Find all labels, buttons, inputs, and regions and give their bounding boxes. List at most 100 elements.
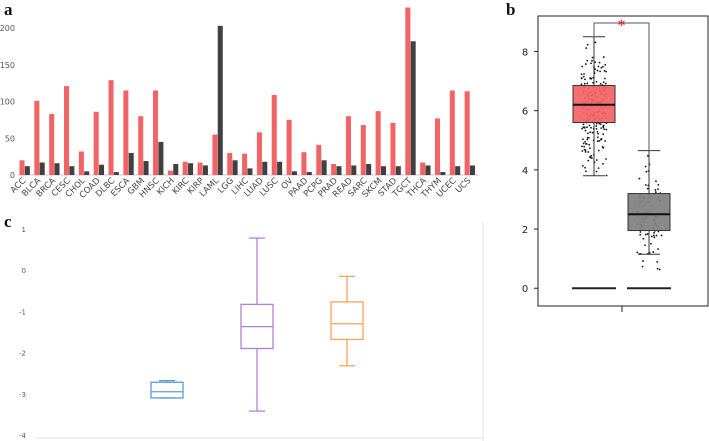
data-point — [598, 140, 601, 142]
data-point — [604, 82, 607, 85]
bar-tumor — [405, 7, 411, 176]
bar-tumor — [242, 153, 248, 175]
bar-normal — [128, 152, 134, 175]
data-point — [581, 150, 584, 152]
data-point — [581, 65, 584, 68]
data-point — [644, 165, 647, 168]
bar-tumor — [301, 152, 307, 175]
data-point — [580, 73, 583, 76]
data-point — [653, 236, 656, 239]
data-point — [583, 73, 585, 75]
bar-normal — [99, 164, 105, 175]
data-point — [584, 78, 586, 81]
data-point — [657, 183, 660, 186]
data-point — [586, 132, 589, 135]
box-plot-panel-b: 0 2 4 6 8 * — [522, 15, 709, 312]
data-point — [584, 151, 587, 153]
data-point — [602, 162, 604, 165]
data-point — [599, 82, 602, 85]
bar-normal — [351, 165, 357, 175]
data-point — [605, 128, 608, 131]
data-point — [589, 131, 592, 133]
data-point — [650, 235, 653, 238]
data-point — [582, 75, 585, 78]
data-point — [595, 122, 598, 125]
box-normal — [627, 193, 671, 232]
category-labels: ACCBLCABRCACESCCHOLCOADDLBCESCAGBMHNSCKI… — [9, 175, 474, 200]
bar-normal — [262, 161, 268, 175]
box — [330, 301, 364, 341]
y-tick-label: -2 — [19, 350, 26, 358]
data-point — [590, 154, 593, 157]
data-point — [580, 83, 583, 86]
data-point — [603, 128, 606, 131]
data-point — [639, 231, 642, 233]
data-point — [584, 140, 587, 143]
data-point — [583, 145, 586, 148]
data-point — [589, 156, 591, 158]
bar-normal — [113, 172, 119, 175]
data-point — [582, 138, 584, 141]
data-point — [599, 70, 602, 73]
data-point — [652, 234, 655, 237]
bar-normal — [277, 161, 283, 175]
bar-normal — [217, 25, 223, 176]
bar-tumor — [197, 162, 203, 175]
bar-tumor — [123, 90, 129, 175]
data-point — [587, 151, 590, 153]
data-point — [602, 146, 605, 149]
data-point — [646, 187, 649, 190]
data-point — [639, 233, 642, 236]
data-point — [644, 233, 647, 236]
y-tick-label: 2 — [522, 225, 528, 236]
data-point — [652, 251, 655, 253]
bar-normal — [440, 172, 446, 175]
data-point — [596, 69, 599, 72]
data-point — [584, 166, 587, 169]
data-point — [582, 142, 585, 145]
data-point — [602, 81, 605, 84]
data-point — [595, 159, 598, 161]
y-axis-ticks: 0 50 100 150 200 — [0, 24, 15, 180]
data-point — [638, 177, 641, 180]
data-point — [636, 251, 639, 254]
data-point — [605, 70, 607, 73]
bar-tumor — [108, 80, 114, 175]
data-point — [589, 147, 591, 150]
bar-tumor — [78, 151, 84, 175]
y-tick-label: 4 — [522, 166, 528, 177]
bar-tumor — [138, 116, 144, 175]
data-point — [597, 167, 600, 170]
data-point — [605, 174, 608, 177]
data-point — [583, 126, 586, 129]
data-point — [596, 130, 599, 133]
bar-normal — [188, 163, 194, 175]
bar-tumor — [64, 86, 70, 175]
bar-tumor — [182, 161, 188, 175]
data-point — [596, 140, 599, 143]
bar-normal — [39, 162, 45, 175]
data-point — [589, 77, 592, 79]
data-point — [594, 61, 596, 64]
significance-star: * — [618, 18, 626, 34]
bar-tumor — [375, 111, 381, 175]
data-point — [586, 82, 589, 85]
data-point — [588, 124, 591, 127]
data-point — [585, 47, 588, 49]
data-point — [646, 233, 649, 235]
data-point — [586, 43, 589, 46]
data-point — [590, 62, 592, 65]
bar-tumor — [464, 91, 470, 175]
bar-normal — [69, 166, 75, 175]
data-point — [595, 125, 598, 127]
data-point — [642, 260, 644, 262]
data-point — [597, 132, 600, 135]
panel-label-c: c — [4, 212, 12, 231]
y-tick-label: 1 — [22, 226, 26, 234]
data-point — [582, 123, 585, 126]
bar-normal — [158, 141, 164, 175]
panel-label-a: a — [4, 0, 13, 19]
bar-tumor — [49, 114, 55, 175]
bar-tumor — [227, 152, 233, 175]
bar-tumor — [19, 160, 25, 175]
